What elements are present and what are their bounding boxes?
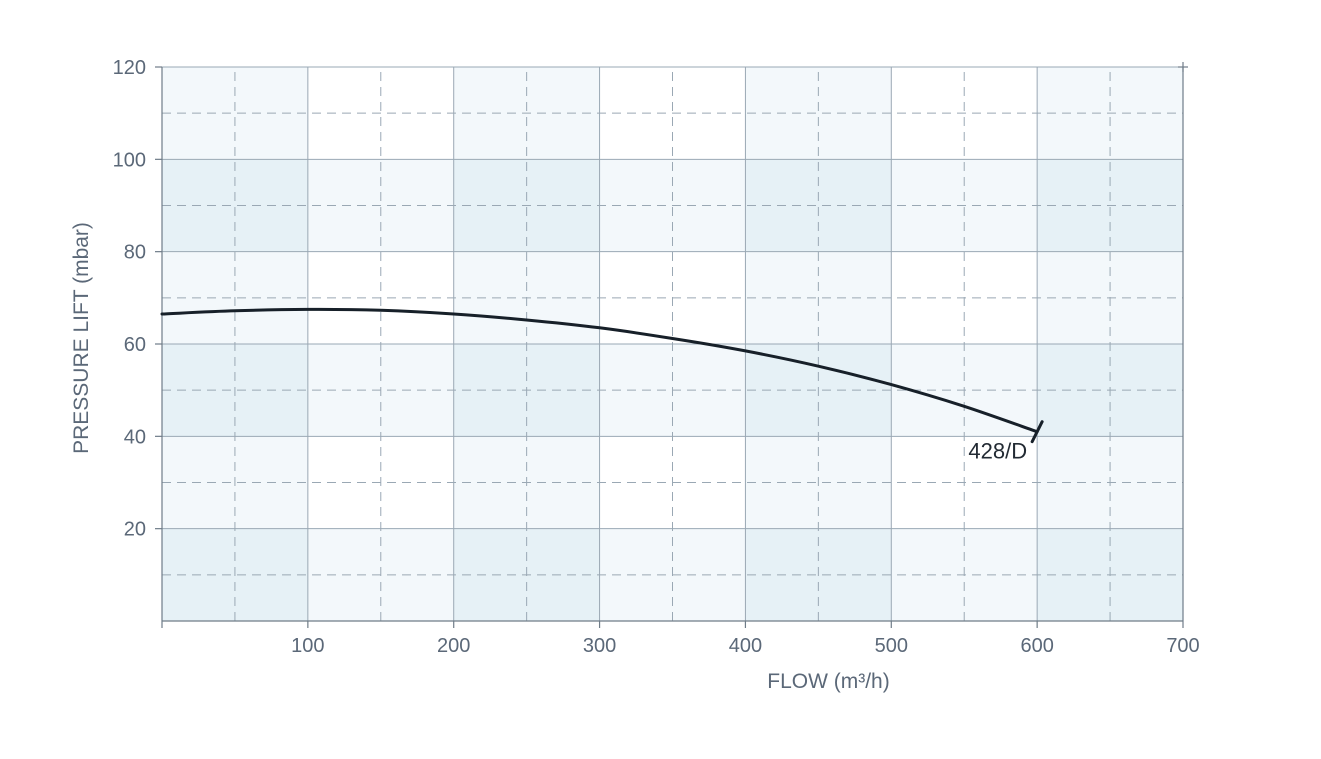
x-tick-label: 200 [437, 635, 470, 657]
series-end-marker [1030, 420, 1044, 444]
y-tick-label: 60 [124, 334, 146, 356]
y-tick-label: 120 [113, 57, 146, 79]
y-tick-label: 100 [113, 149, 146, 171]
x-tick-label: 400 [729, 635, 762, 657]
x-tick-label: 600 [1020, 635, 1053, 657]
y-tick-label: 80 [124, 242, 146, 264]
series: 428/D [160, 307, 1044, 464]
x-tick-label: 100 [291, 635, 324, 657]
y-tick-label: 20 [124, 519, 146, 541]
series-label: 428/D [968, 439, 1027, 464]
series-line [160, 307, 1039, 434]
gridlines [162, 66, 1183, 621]
x-axis-title: FLOW (m³/h) [767, 670, 889, 693]
x-tick-label: 700 [1166, 635, 1199, 657]
y-tick-label: 40 [124, 426, 146, 448]
axes [155, 62, 1188, 628]
tick-labels: 100 200 300 400 500 600 700 20 40 60 80 100 120 [113, 57, 1200, 657]
y-axis-title: PRESSURE LIFT (mbar) [70, 222, 93, 454]
x-tick-label: 500 [875, 635, 908, 657]
x-tick-label: 300 [583, 635, 616, 657]
